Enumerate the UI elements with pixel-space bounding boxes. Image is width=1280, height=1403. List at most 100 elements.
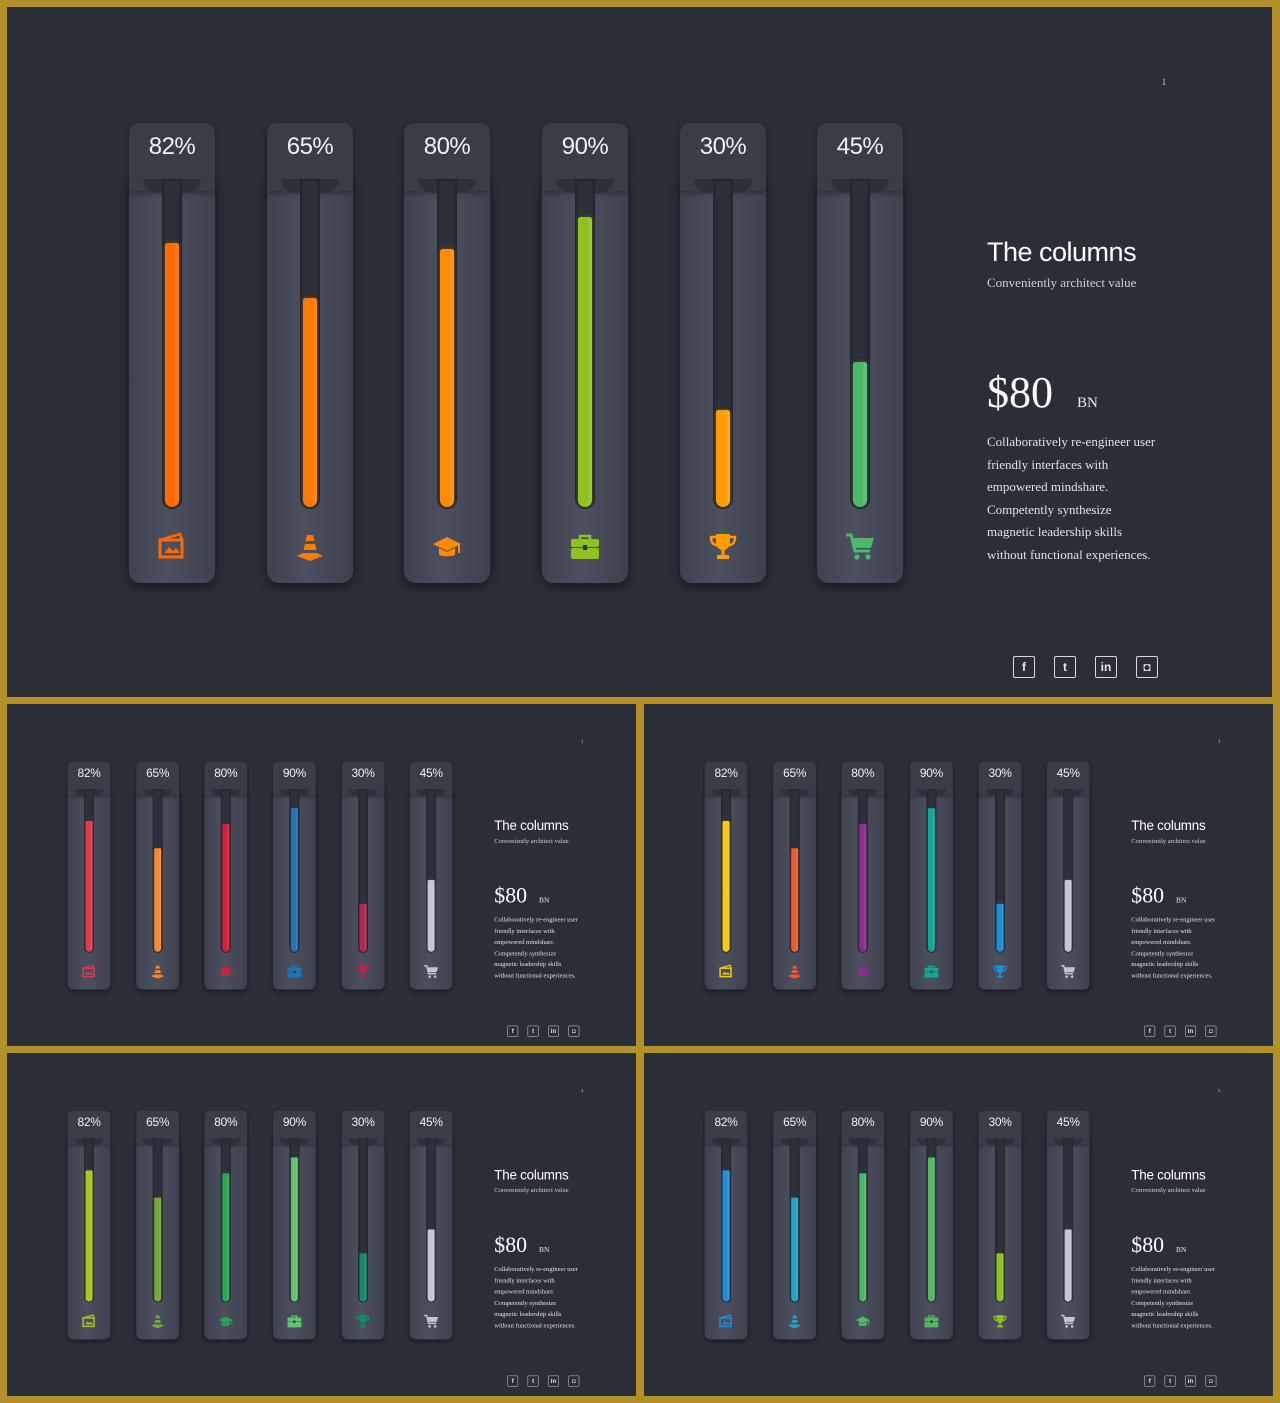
column-percent-label: 80% [214,766,238,780]
column-percent-label: 90% [919,766,943,780]
progress-column: 80% [841,761,885,990]
column-percent-label: 65% [286,133,334,160]
progress-column: 65% [136,761,180,990]
instagram-icon[interactable]: ◘ [1136,656,1158,678]
column-track [358,789,368,953]
twitter-icon[interactable]: t [1164,1025,1176,1037]
column-fill-bar [996,1253,1004,1302]
column-fill-bar [927,1157,935,1302]
graduation-cap-icon [855,1313,871,1329]
column-percent-label: 30% [988,1115,1012,1130]
column-fill-bar [440,249,454,507]
shopping-cart-icon [1060,964,1076,980]
linkedin-icon[interactable]: in [1184,1375,1196,1387]
slide-title: The columns [1131,818,1206,833]
slide-content: 1 82% 65% 80% 90% 30% 45% The columns Convenient… [7,7,1272,697]
linkedin-icon[interactable]: in [1095,656,1117,678]
amount-value: $80 [494,1232,528,1257]
progress-column: 82% [67,1110,111,1340]
image-icon [81,1313,97,1329]
column-percent-label: 80% [851,766,875,780]
progress-column: 30% [680,123,766,583]
progress-column: 82% [704,761,748,990]
column-fill-bar [359,1253,367,1302]
column-percent-label: 82% [714,766,738,780]
column-fill-bar [427,879,435,952]
column-track [995,1138,1005,1303]
trophy-icon [992,964,1008,980]
column-percent-label: 80% [214,1115,238,1130]
traffic-cone-icon [787,1313,803,1329]
amount-value: $80 [987,368,1053,417]
twitter-icon[interactable]: t [527,1025,539,1037]
column-percent-label: 90% [561,133,609,160]
facebook-icon[interactable]: f [507,1375,519,1387]
progress-column: 90% [542,123,628,583]
facebook-icon[interactable]: f [1144,1025,1156,1037]
amount-unit: BN [539,1245,550,1254]
trophy-icon [355,964,371,980]
progress-column: 30% [978,1110,1022,1340]
column-track [426,789,437,953]
progress-column: 80% [841,1110,885,1340]
slide-subtitle: Conveniently architect value [494,1186,569,1194]
trophy-icon [355,1313,371,1329]
twitter-icon[interactable]: t [1164,1375,1176,1387]
facebook-icon[interactable]: f [507,1025,519,1037]
slide-title: The columns [1131,1167,1206,1183]
twitter-icon[interactable]: t [527,1375,539,1387]
column-track [1063,789,1074,953]
amount-unit: BN [539,896,550,905]
briefcase-icon [923,964,939,980]
linkedin-icon[interactable]: in [1184,1025,1196,1037]
facebook-icon[interactable]: f [1144,1375,1156,1387]
column-fill-bar [927,808,935,952]
column-fill-bar [1064,879,1072,952]
slide-number: 2 [581,738,584,744]
linkedin-icon[interactable]: in [547,1025,559,1037]
facebook-icon[interactable]: f [1013,656,1035,678]
description-text: Collaboratively re-engineer user friendl… [1131,915,1215,980]
traffic-cone-icon [150,1313,166,1329]
progress-column: 82% [67,761,111,990]
progress-column: 90% [273,761,316,990]
description-text: Collaboratively re-engineer user friendl… [494,1265,578,1329]
column-percent-label: 30% [699,133,747,160]
column-percent-label: 65% [783,1115,807,1130]
column-fill-bar [859,1173,867,1302]
progress-column: 45% [409,1110,453,1340]
column-fill-bar [578,217,592,507]
column-fill-bar [716,410,730,507]
progress-column: 90% [910,1110,953,1340]
column-percent-label: 82% [714,1115,738,1130]
traffic-cone-icon [150,964,166,980]
image-icon [81,964,97,980]
twitter-icon[interactable]: t [1054,656,1076,678]
slide-title: The columns [987,237,1137,267]
image-icon [718,964,734,980]
column-fill-bar [996,903,1004,952]
briefcase-icon [286,1313,302,1329]
description-text: Collaboratively re-engineer user friendl… [1131,1265,1215,1329]
progress-column: 80% [204,1110,248,1340]
column-fill-bar [427,1229,435,1302]
slide-subtitle: Conveniently architect value [987,275,1137,290]
progress-column: 80% [404,123,490,583]
briefcase-icon [923,1313,939,1329]
instagram-icon[interactable]: ◘ [568,1025,580,1037]
slide-number: 1 [1161,77,1167,87]
slide-number: 3 [1218,738,1221,744]
column-fill-bar [154,1197,162,1302]
description-text: Collaboratively re-engineer user friendl… [494,915,578,980]
instagram-icon[interactable]: ◘ [568,1375,580,1387]
linkedin-icon[interactable]: in [547,1375,559,1387]
column-percent-label: 80% [851,1115,875,1130]
column-percent-label: 45% [419,1115,443,1130]
column-fill-bar [859,823,867,952]
progress-column: 65% [136,1110,180,1340]
instagram-icon[interactable]: ◘ [1205,1025,1217,1037]
column-fill-bar [222,823,230,952]
instagram-icon[interactable]: ◘ [1205,1375,1217,1387]
column-track [995,789,1005,953]
slide-3: 3 82% 65% 80% 90% 30% 45% The columns Convenient… [644,704,1273,1046]
